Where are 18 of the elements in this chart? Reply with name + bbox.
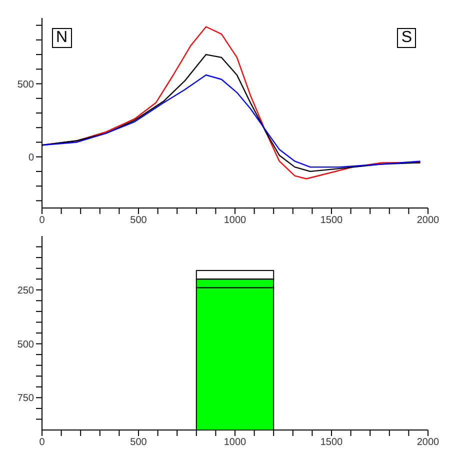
- x-tick-label: 1000: [224, 215, 247, 226]
- x-tick-label: 500: [130, 437, 148, 448]
- y-tick-label: 250: [17, 285, 34, 296]
- annotation: N: [52, 28, 72, 48]
- y-tick-label: 0: [28, 152, 34, 164]
- y-tick-label: 750: [17, 393, 34, 404]
- x-tick-label: 500: [130, 215, 148, 226]
- x-tick-label: 0: [39, 437, 46, 448]
- line-series: [42, 74, 421, 168]
- x-tick-label: 2000: [416, 437, 440, 448]
- x-tick-label: 1500: [320, 215, 344, 226]
- x-tick-label: 2000: [416, 215, 440, 226]
- annotation: S: [397, 28, 416, 48]
- y-tick-label: 500: [17, 79, 34, 90]
- x-tick-label: 0: [39, 215, 46, 226]
- x-tick-label: 1000: [224, 437, 247, 448]
- x-tick-label: 1500: [320, 437, 344, 448]
- y-tick-label: 500: [17, 339, 34, 350]
